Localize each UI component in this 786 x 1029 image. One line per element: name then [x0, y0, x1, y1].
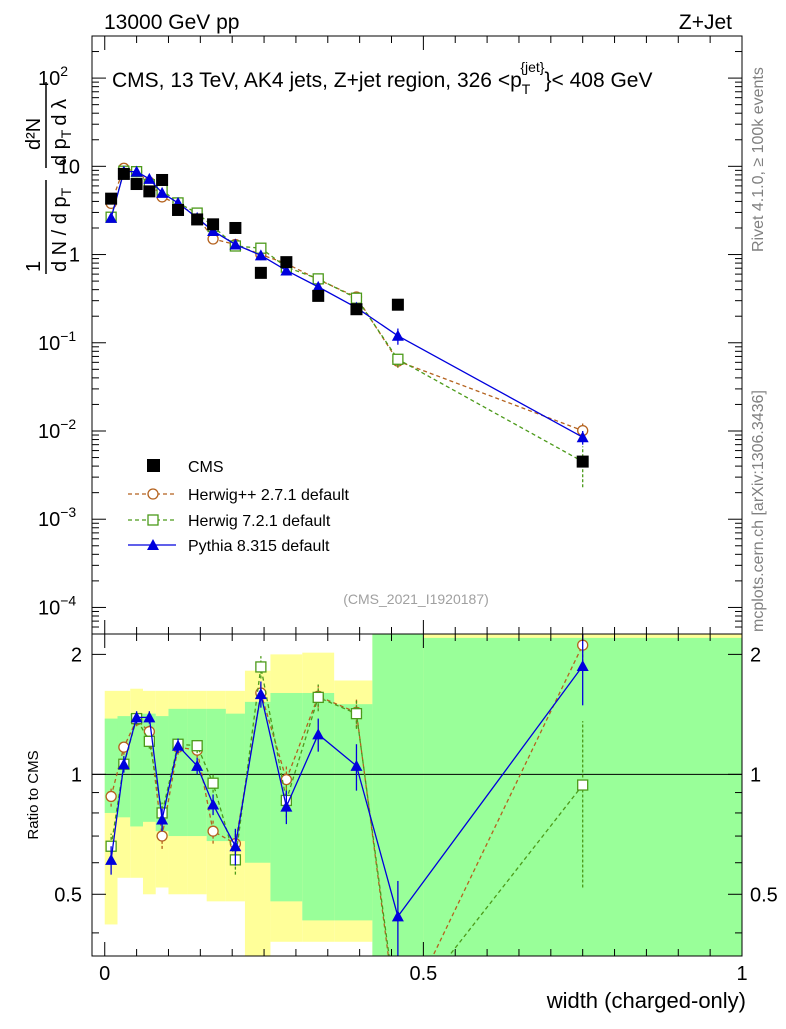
data-point — [312, 290, 324, 302]
y-tick-label: 102 — [38, 63, 68, 90]
y-label-fraction-top: 1 — [23, 261, 45, 272]
rivet-label: Rivet 4.1.0, ≥ 100k events — [750, 67, 767, 252]
green-band — [130, 714, 143, 827]
legend-label-pythia: Pythia 8.315 default — [188, 538, 330, 555]
data-point — [229, 222, 241, 234]
legend-marker-cms — [147, 459, 160, 472]
analysis-watermark: (CMS_2021_I1920187) — [343, 591, 489, 607]
data-point — [351, 709, 361, 719]
ratio-y-tick-label: 1 — [71, 764, 82, 786]
ratio-y-tick-label: 2 — [71, 644, 82, 666]
y-label-d2n: d²N — [23, 118, 45, 150]
green-band — [245, 702, 270, 863]
legend-label-herwigpp: Herwig++ 2.7.1 default — [188, 487, 350, 504]
x-tick-label: 0 — [99, 963, 110, 985]
x-tick-label: 0.5 — [409, 963, 437, 985]
ratio-y-tick-label-right: 2 — [750, 644, 761, 666]
data-point — [207, 218, 219, 230]
data-point — [157, 831, 167, 841]
uncertainty-bands — [105, 626, 742, 956]
data-point — [208, 826, 218, 836]
ratio-y-tick-label-right: 0.5 — [750, 884, 778, 906]
data-point — [393, 1016, 403, 1024]
green-band — [226, 714, 245, 841]
header-right: Z+Jet — [679, 11, 732, 34]
data-point — [208, 778, 218, 788]
data-point — [256, 662, 266, 672]
y-tick-label: 10 — [58, 156, 80, 178]
data-point — [156, 174, 168, 186]
data-point — [106, 791, 116, 801]
data-point — [392, 299, 404, 311]
data-point — [191, 213, 203, 225]
y-tick-label: 1 — [69, 245, 80, 267]
data-point — [172, 204, 184, 216]
plot-title: CMS, 13 TeV, AK4 jets, Z+jet region, 326… — [112, 59, 652, 97]
y-tick-label: 10−4 — [38, 592, 76, 619]
data-point — [143, 185, 155, 197]
ratio-y-tick-label-right: 1 — [750, 764, 761, 786]
data-point — [118, 168, 130, 180]
header-left: 13000 GeV pp — [104, 11, 239, 34]
data-point — [105, 193, 117, 205]
y-tick-label: 10−3 — [38, 504, 76, 531]
x-axis-label: width (charged-only) — [546, 988, 746, 1013]
legend-marker-herwigpp — [148, 489, 158, 499]
data-point — [280, 256, 292, 268]
ratio-y-tick-label: 0.5 — [54, 884, 82, 906]
x-tick-label: 1 — [736, 963, 747, 985]
data-point — [255, 267, 267, 279]
legend-label-cms: CMS — [188, 459, 224, 476]
top-data-layer — [105, 163, 589, 487]
data-point — [392, 330, 404, 341]
green-band — [334, 704, 372, 920]
data-point — [578, 780, 588, 790]
y-tick-label: 10−1 — [38, 328, 76, 355]
data-point — [143, 173, 155, 184]
data-point — [350, 303, 362, 315]
data-point — [313, 692, 323, 702]
y-tick-label: 10−2 — [38, 416, 76, 443]
ratio-y-label: Ratio to CMS — [25, 750, 42, 839]
mcplots-label: mcplots.cern.ch [arXiv:1306.3436] — [750, 390, 767, 632]
data-point — [131, 178, 143, 190]
legend-marker-herwig7 — [148, 515, 158, 525]
legend: CMS Herwig++ 2.7.1 default Herwig 7.2.1 … — [128, 459, 350, 555]
data-point — [192, 741, 202, 751]
data-point — [577, 456, 589, 468]
green-band — [168, 709, 187, 836]
legend-label-herwig7: Herwig 7.2.1 default — [188, 513, 331, 530]
data-point — [393, 354, 403, 364]
